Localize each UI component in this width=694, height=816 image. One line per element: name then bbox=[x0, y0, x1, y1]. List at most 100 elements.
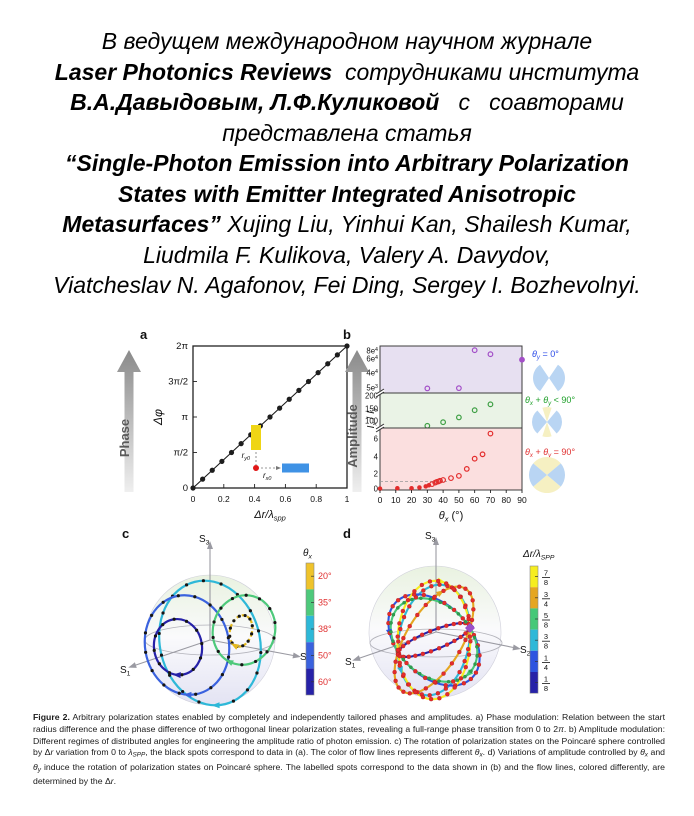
y-tick-label: 2π bbox=[176, 341, 188, 352]
polarization-ring-theta-38° bbox=[157, 579, 263, 709]
fraction-denominator: 8 bbox=[544, 621, 548, 630]
x-tick-label: 90 bbox=[517, 495, 527, 505]
x-tick-label: 1 bbox=[345, 494, 350, 504]
headline-line: States with Emitter Integrated Anisotrop… bbox=[118, 180, 576, 207]
y-tick-label: 100 bbox=[365, 417, 379, 426]
panel-c-poincare-sphere: cS1S2S3θx20°35°38°50°60° bbox=[120, 526, 332, 709]
fraction-numerator: 7 bbox=[544, 569, 548, 578]
emitter-dot bbox=[253, 465, 259, 471]
x-tick-label: 50 bbox=[454, 495, 464, 505]
fraction-numerator: 1 bbox=[544, 675, 548, 684]
phase-data-series bbox=[190, 343, 350, 491]
panel-b-label: b bbox=[343, 327, 351, 342]
headline-line: Viatcheslav N. Agafonov, Fei Ding, Serge… bbox=[53, 272, 641, 298]
flow-direction-arrow bbox=[352, 655, 361, 661]
bowtie-emission-pattern-icon bbox=[533, 364, 565, 392]
colorbar-tick-label: 50° bbox=[318, 650, 332, 660]
x-tick-label: 60 bbox=[470, 495, 480, 505]
fraction-numerator: 1 bbox=[544, 653, 548, 662]
x-tick-label: 40 bbox=[438, 495, 448, 505]
x-tick-label: 0.6 bbox=[279, 494, 291, 504]
panel-d-label: d bbox=[343, 526, 351, 541]
colorbar-tick-label: 20° bbox=[318, 571, 332, 581]
polarization-ring-theta-50° bbox=[143, 594, 231, 698]
y-axis-label: Δφ bbox=[151, 409, 165, 426]
horizontal-ridge-bar bbox=[282, 463, 309, 473]
flow-direction-arrow bbox=[230, 643, 240, 650]
gradient-arrow bbox=[117, 350, 141, 492]
colorbar-tick-label: 38° bbox=[318, 624, 332, 634]
flow-direction-arrow bbox=[433, 537, 439, 545]
y-tick-label: 5e3 bbox=[366, 384, 378, 393]
colorbar-tick-label: 60° bbox=[318, 677, 332, 687]
polarization-ring-theta-60° bbox=[152, 617, 204, 679]
s2-axis-label: S2 bbox=[520, 645, 531, 657]
x-tick-label: 0 bbox=[378, 495, 383, 505]
y-tick-label: 150 bbox=[365, 405, 379, 414]
flow-direction-arrow bbox=[211, 702, 220, 709]
colorbar-title: Δr/λSPP bbox=[522, 549, 555, 561]
s1-axis-label: S1 bbox=[120, 665, 131, 677]
flow-direction-arrow bbox=[225, 659, 234, 666]
panel-c: cS1S2S3θx20°35°38°50°60° bbox=[120, 526, 332, 709]
labelled-data-spots bbox=[386, 578, 482, 702]
headline-line: “Single-Photon Emission into Arbitrary P… bbox=[65, 150, 629, 176]
nanoridge-geometry-inset: ry0 rx0 bbox=[242, 425, 309, 482]
polarization-ring-theta-35° bbox=[211, 593, 277, 667]
panel-a-phase-modulation-chart: a Phase Δφ 0 π/2 π 3π/2 2π 0 0.2 0.4 0.6 0.8 1 Δr/λspp… bbox=[117, 327, 350, 523]
y-tick-label: 4 bbox=[374, 453, 379, 462]
headline-line: Liudmila F. Kulikova, Valery A. Davydov, bbox=[143, 241, 551, 268]
regime-annotation: θy = 0° bbox=[532, 349, 559, 361]
y-tick-label: 8e4 bbox=[366, 347, 378, 356]
y-tick-label: 6 bbox=[374, 435, 378, 444]
y-tick-label: 0 bbox=[183, 483, 188, 494]
x-axis-label: Δr/λspp bbox=[253, 509, 286, 523]
x-axis-label: θx (°) bbox=[439, 510, 463, 524]
s3-axis-label: S3 bbox=[425, 531, 436, 543]
headline-line: представлена статья bbox=[222, 119, 472, 146]
fraction-denominator: 8 bbox=[544, 684, 548, 693]
y-tick-label: π bbox=[181, 412, 188, 423]
headline-line: Laser Photonics Reviews сотрудниками инс… bbox=[54, 58, 640, 85]
flow-direction-arrow bbox=[397, 666, 403, 675]
s1-axis-label: S1 bbox=[345, 657, 356, 669]
flow-direction-arrow bbox=[128, 662, 137, 668]
fraction-numerator: 3 bbox=[544, 590, 548, 599]
vertical-ridge-bar bbox=[251, 425, 261, 450]
x-tick-label: 80 bbox=[501, 495, 511, 505]
y-tick-label: π/2 bbox=[174, 448, 188, 459]
panel-c-label: c bbox=[122, 526, 129, 541]
x-tick-label: 0.2 bbox=[218, 494, 230, 504]
colorbar-tick-label: 35° bbox=[318, 598, 332, 608]
y-tick-label: 2 bbox=[374, 470, 378, 479]
x-tick-label: 0 bbox=[191, 494, 196, 504]
y-tick-label: 6e4 bbox=[366, 355, 378, 364]
headline-line: Metasurfaces” Xujing Liu, Yinhui Kan, Sh… bbox=[62, 211, 632, 237]
phase-arrow-label: Phase bbox=[117, 419, 132, 457]
fraction-denominator: 4 bbox=[544, 599, 548, 608]
flow-direction-arrow bbox=[292, 652, 301, 659]
sub-panel-theta_x_plus_theta_y_eq_90: 6 4 2 0 bbox=[374, 427, 523, 494]
fraction-denominator: 8 bbox=[544, 642, 548, 651]
y-tick-label: 4e4 bbox=[366, 369, 378, 378]
colorbar-title: θx bbox=[303, 548, 312, 560]
bowtie-emission-pattern-icon bbox=[532, 407, 562, 437]
stokes-axes: S1 S2 S3 bbox=[345, 531, 531, 669]
regime-annotation: θx + θy = 90° bbox=[525, 447, 575, 459]
headline-line: В ведущем международном научном журнале bbox=[101, 28, 593, 54]
s3-axis-label: S3 bbox=[199, 534, 210, 546]
headline-line: В.А.Давыдовым, Л.Ф.Куликовой с соавторам… bbox=[70, 89, 624, 115]
flow-direction-arrow bbox=[172, 672, 181, 679]
polarization-ring-theta-20° bbox=[228, 613, 254, 650]
fraction-numerator: 3 bbox=[544, 632, 548, 641]
flow-direction-arrow bbox=[207, 541, 213, 549]
flow-direction-arrow bbox=[183, 691, 192, 698]
bowtie-emission-pattern-icon bbox=[529, 457, 565, 493]
x-tick-label: 0.8 bbox=[310, 494, 322, 504]
